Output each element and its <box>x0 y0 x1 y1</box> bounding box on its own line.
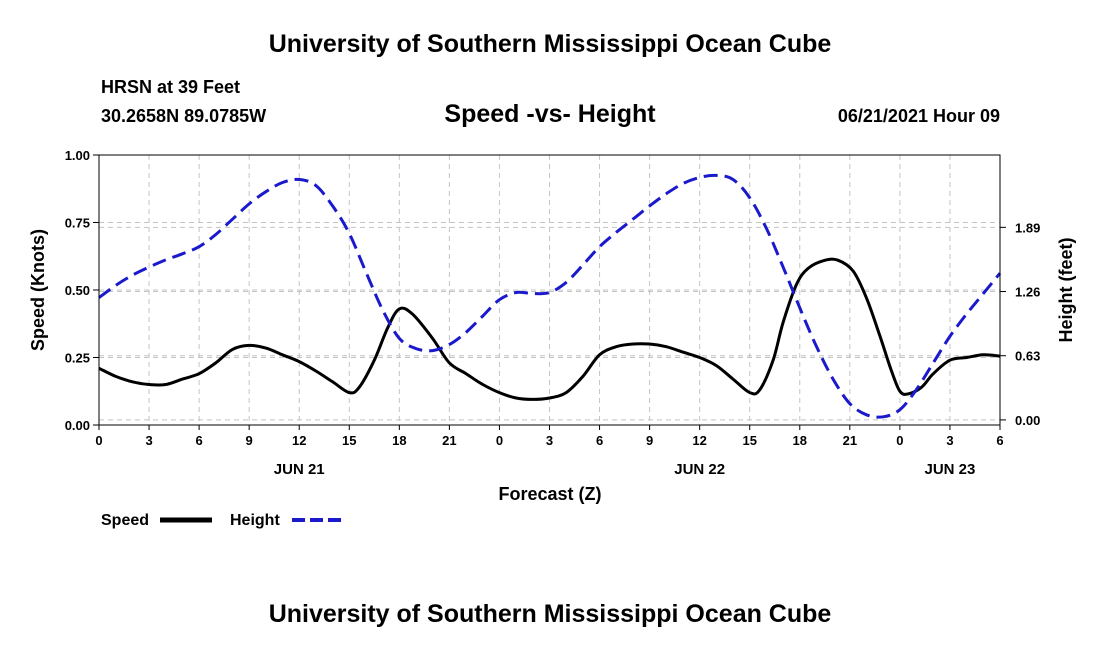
x-tick-label: 6 <box>195 433 202 448</box>
y-tick-label: 1.00 <box>65 148 90 163</box>
legend: Speed Height <box>101 512 344 529</box>
legend-label-height: Height <box>230 512 280 529</box>
x-tick-label: 3 <box>546 433 553 448</box>
y2-tick-label: 0.00 <box>1015 413 1040 428</box>
series-line-speed <box>98 257 1001 401</box>
x-tick-label: 12 <box>692 433 706 448</box>
x-tick-label: 3 <box>145 433 152 448</box>
forecast-datetime: 06/21/2021 Hour 09 <box>837 106 1000 126</box>
date-label: JUN 21 <box>274 461 325 478</box>
y2-tick-label: 1.89 <box>1015 220 1040 235</box>
footer-title: University of Southern Mississippi Ocean… <box>268 600 832 628</box>
grid-lines <box>99 155 1000 425</box>
x-tick-label: 15 <box>742 433 756 448</box>
x-axis-label: Forecast (Z) <box>498 484 601 504</box>
legend-label-speed: Speed <box>101 512 149 529</box>
series-line-height <box>98 173 1002 419</box>
y2-tick-label: 0.63 <box>1015 349 1040 364</box>
date-label: JUN 23 <box>925 461 976 478</box>
x-tick-label: 21 <box>442 433 456 448</box>
x-tick-label: 6 <box>996 433 1003 448</box>
x-tick-label: 0 <box>896 433 903 448</box>
y-axis-ticks: 0.00 0.25 0.50 0.75 1.00 <box>65 148 99 433</box>
y-tick-label: 0.75 <box>65 216 90 231</box>
chart-title: Speed -vs- Height <box>444 100 656 128</box>
y2-tick-label: 1.26 <box>1015 285 1040 300</box>
station-name: HRSN at 39 Feet <box>101 77 241 97</box>
x-tick-label: 0 <box>95 433 102 448</box>
x-tick-label: 9 <box>246 433 253 448</box>
y-tick-label: 0.00 <box>65 418 90 433</box>
x-tick-label: 15 <box>342 433 356 448</box>
x-tick-label: 18 <box>392 433 406 448</box>
station-coordinates: 30.2658N 89.0785W <box>101 106 267 126</box>
y2-axis-ticks: 0.00 0.63 1.26 1.89 <box>1000 220 1040 428</box>
y-axis-label: Speed (Knots) <box>28 229 48 351</box>
x-tick-label: 3 <box>946 433 953 448</box>
x-tick-label: 9 <box>646 433 653 448</box>
x-tick-label: 12 <box>292 433 306 448</box>
header-title: University of Southern Mississippi Ocean… <box>268 30 832 58</box>
x-tick-label: 18 <box>793 433 807 448</box>
x-axis-ticks: 0 3 6 9 12 15 18 21 0 3 6 9 12 15 18 21 0 3 6 <box>95 425 1004 448</box>
series-layer <box>98 173 1002 419</box>
y-tick-label: 0.50 <box>65 283 90 298</box>
date-labels: JUN 21 JUN 22 JUN 23 <box>274 461 976 478</box>
date-label: JUN 22 <box>674 461 725 478</box>
y2-axis-label: Height (feet) <box>1056 238 1076 343</box>
y-tick-label: 0.25 <box>65 351 90 366</box>
x-tick-label: 21 <box>843 433 857 448</box>
x-tick-label: 0 <box>496 433 503 448</box>
x-tick-label: 6 <box>596 433 603 448</box>
